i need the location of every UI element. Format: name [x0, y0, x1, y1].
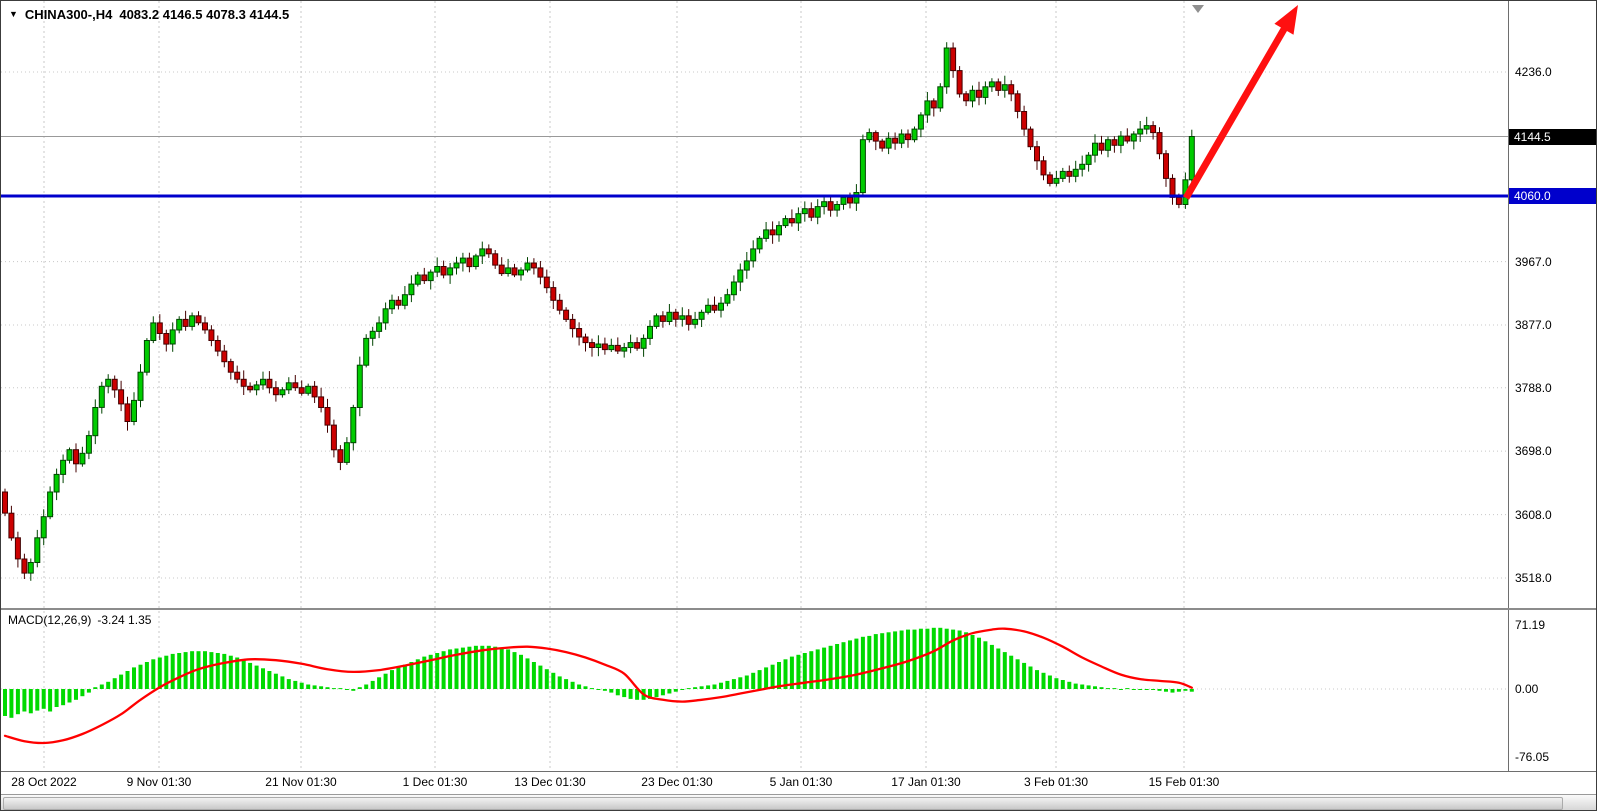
- time-axis-label: 28 Oct 2022: [11, 775, 77, 789]
- price-axis-label: 4236.0: [1515, 65, 1552, 79]
- macd-signal-line: [3, 627, 1193, 745]
- price-tag-hline: 4060.0: [1509, 188, 1596, 204]
- price-axis-label: 3518.0: [1515, 571, 1552, 585]
- symbol-dropdown-icon[interactable]: ▼: [9, 9, 18, 19]
- time-axis-label: 3 Feb 01:30: [1023, 775, 1089, 789]
- price-axis-label: 3967.0: [1515, 254, 1552, 269]
- scrollbar-thumb[interactable]: [3, 797, 1563, 810]
- price-axis-divider: [1508, 1, 1509, 771]
- ohlc-values: 4083.2 4146.5 4078.3 4144.5: [119, 7, 290, 22]
- macd-axis-label: 71.19: [1515, 617, 1546, 632]
- time-axis-label: 21 Nov 01:30: [265, 775, 337, 789]
- macd-axis-label: -76.05: [1515, 750, 1550, 765]
- time-axis[interactable]: 28 Oct 2022 9 Nov 01:30 21 Nov 01:30 1 Dec …: [1, 771, 1509, 794]
- macd-indicator-label: MACD(12,26,9) -3.24 1.35: [8, 613, 151, 627]
- time-axis-label: 13 Dec 01:30: [514, 775, 586, 789]
- time-axis-label: 17 Jan 01:30: [891, 775, 961, 789]
- time-axis-label: 1 Dec 01:30: [402, 775, 468, 789]
- chart-title-bar: ▼ CHINA300-,H4 4083.2 4146.5 4078.3 4144…: [9, 7, 289, 22]
- candles[interactable]: [2, 42, 1195, 581]
- macd-histogram: [3, 627, 1194, 718]
- horizontal-scrollbar[interactable]: [1, 794, 1596, 810]
- price-axis-label: 3698.0: [1515, 444, 1552, 459]
- price-axis-label: 3608.0: [1515, 507, 1552, 522]
- pane-splitter[interactable]: [1, 608, 1596, 610]
- price-axis-label: 3788.0: [1515, 380, 1552, 395]
- price-axis-label: 3877.0: [1515, 318, 1552, 332]
- price-axis[interactable]: 4236.0 3967.0 3877.0 3788.0 3698.0 3608.0 3518…: [1509, 1, 1596, 794]
- symbol-period-label: CHINA300-,H4: [24, 7, 113, 22]
- macd-axis-label: 0.00: [1515, 682, 1539, 696]
- time-axis-label: 5 Jan 01:30: [769, 775, 833, 789]
- time-axis-label: 15 Feb 01:30: [1148, 775, 1220, 789]
- time-axis-divider: [1, 771, 1596, 772]
- macd-name: MACD(12,26,9): [8, 613, 92, 627]
- price-tag-bid: 4144.5: [1509, 128, 1596, 145]
- time-axis-label: 9 Nov 01:30: [126, 775, 192, 789]
- time-axis-label: 23 Dec 01:30: [641, 775, 713, 789]
- chart-shift-marker-icon: [1192, 5, 1204, 13]
- macd-values: -3.24 1.35: [97, 613, 152, 627]
- trend-arrow-annotation[interactable]: [1182, 5, 1298, 200]
